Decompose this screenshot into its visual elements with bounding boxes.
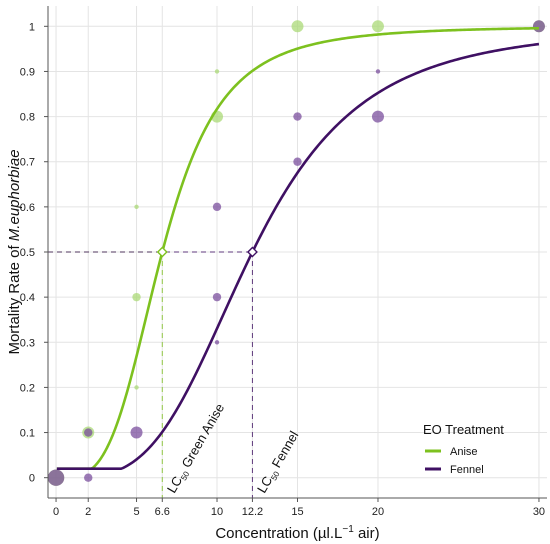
data-point-fennel [212, 202, 222, 212]
legend-label-anise: Anise [450, 446, 478, 458]
y-tick-label: 0.8 [20, 112, 35, 124]
lc50-markers [156, 246, 258, 258]
data-point-fennel [47, 469, 65, 486]
x-axis-title: Concentration (µl.L−1 air) [215, 524, 379, 542]
fitted-curves [56, 26, 540, 470]
data-point-anise [134, 204, 139, 210]
y-tick-label: 0.3 [20, 337, 35, 349]
lc50-reference-lines [48, 251, 253, 498]
legend-label-fennel: Fennel [450, 464, 484, 476]
y-tick-label: 0.2 [20, 382, 35, 394]
y-tick-label: 0.6 [20, 202, 35, 214]
y-tick-label: 0.4 [20, 292, 35, 304]
data-point-anise [134, 385, 139, 390]
lc50-fennel-annotation: LC50 Fennel [254, 428, 303, 496]
lc50-marker-fennel [246, 246, 258, 258]
x-tick-label: 30 [533, 506, 545, 518]
data-points [47, 20, 545, 486]
y-tick-label: 0.7 [20, 157, 35, 169]
lc50-marker-anise [156, 246, 168, 258]
data-point-fennel [130, 426, 143, 439]
data-point-anise [371, 20, 384, 33]
tick-labels: 0 2 5 6.6 10 12.2 15 20 30 0 0.1 0.2 0.3 0.4 0.5 0.6 0.7… [20, 21, 545, 518]
axes [44, 6, 547, 502]
lc50-annotations: LC50 Green Anise LC50 Fennel [164, 401, 303, 496]
y-tick-label: 0.5 [20, 247, 35, 259]
y-tick-label: 0.9 [20, 66, 35, 78]
data-point-fennel [212, 292, 222, 302]
legend: EO Treatment Anise Fennel [423, 422, 504, 476]
data-point-fennel [84, 428, 93, 437]
data-point-fennel [293, 157, 302, 166]
legend-title: EO Treatment [423, 422, 504, 437]
data-point-fennel [214, 340, 220, 345]
x-tick-label: 2 [85, 506, 91, 518]
data-point-fennel [532, 20, 545, 33]
x-tick-label: 6.6 [155, 506, 170, 518]
data-point-anise [291, 20, 304, 33]
data-point-anise [214, 69, 220, 74]
y-axis-title: Mortality Rate of M.euphorbiae [6, 149, 23, 354]
x-tick-label: 0 [53, 506, 59, 518]
x-tick-label: 15 [291, 506, 303, 518]
x-tick-label: 5 [133, 506, 139, 518]
x-tick-label: 12.2 [242, 506, 263, 518]
y-tick-label: 0 [29, 473, 35, 485]
y-tick-label: 0.1 [20, 428, 35, 440]
x-tick-label: 10 [211, 506, 223, 518]
fitted-curve-fennel [56, 42, 540, 470]
y-tick-label: 1 [29, 21, 35, 33]
x-tick-label: 20 [372, 506, 384, 518]
fitted-curve-anise [56, 26, 539, 470]
data-point-fennel [293, 112, 302, 121]
data-point-anise [132, 292, 141, 302]
data-point-fennel [371, 110, 384, 123]
data-point-fennel [375, 69, 381, 74]
data-point-fennel [84, 473, 93, 482]
